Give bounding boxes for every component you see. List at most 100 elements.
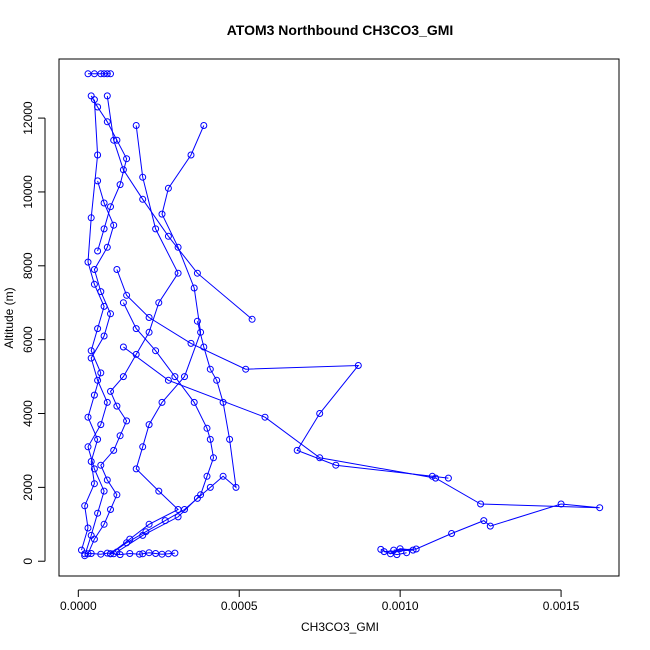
data-point <box>316 454 324 462</box>
data-point <box>84 524 92 532</box>
data-point <box>145 520 153 528</box>
plot-frame <box>58 58 620 577</box>
data-point <box>200 122 208 129</box>
data-point <box>145 549 153 557</box>
data-point <box>332 461 340 469</box>
data-point <box>181 506 188 513</box>
data-point <box>444 474 452 482</box>
data-point <box>136 550 143 558</box>
data-point <box>84 258 92 266</box>
data-point <box>103 243 111 251</box>
series-line <box>116 269 449 479</box>
data-point <box>596 504 604 512</box>
data-point <box>158 210 166 218</box>
data-point <box>87 458 95 465</box>
data-point <box>145 421 153 429</box>
data-point <box>110 446 118 454</box>
data-point <box>139 173 147 181</box>
data-point <box>100 302 108 310</box>
data-point <box>87 92 95 100</box>
data-point <box>316 410 324 417</box>
data-point <box>206 365 214 373</box>
data-point <box>171 549 179 557</box>
data-point <box>171 373 179 381</box>
data-point <box>145 314 153 321</box>
data-point <box>81 550 89 558</box>
data-point <box>119 299 127 307</box>
series-line <box>90 95 128 252</box>
series-line <box>123 346 600 551</box>
data-point <box>94 435 102 443</box>
data-point <box>110 221 118 229</box>
data-point <box>393 551 401 559</box>
data-point <box>206 435 214 443</box>
data-point <box>203 472 211 480</box>
data-point <box>90 465 98 473</box>
data-point <box>219 472 227 480</box>
data-point <box>113 266 121 273</box>
data-point <box>293 446 301 454</box>
data-point <box>81 502 89 510</box>
data-point <box>193 317 201 325</box>
data-point <box>145 328 153 336</box>
data-point <box>197 491 205 499</box>
data-point <box>242 365 250 373</box>
series-line <box>110 125 205 555</box>
data-point <box>103 92 111 100</box>
data-point <box>103 70 111 78</box>
data-point <box>116 181 124 189</box>
data-point <box>100 520 108 528</box>
data-point <box>116 432 124 440</box>
data-point <box>84 443 92 451</box>
data-point <box>103 398 111 406</box>
data-point <box>213 376 221 384</box>
x-tick-label: 0.0000 <box>60 599 97 613</box>
data-point <box>232 483 240 491</box>
data-point <box>94 247 102 255</box>
data-point <box>139 531 147 539</box>
y-tick-label: 8000 <box>21 252 35 279</box>
x-tick-label: 0.0015 <box>543 599 580 613</box>
data-point <box>123 155 131 163</box>
data-point <box>90 266 98 273</box>
data-point <box>94 151 102 159</box>
data-point <box>409 546 417 554</box>
data-point <box>87 550 95 557</box>
series-line <box>380 548 414 556</box>
data-point <box>155 487 163 495</box>
data-point <box>94 509 102 517</box>
data-point <box>139 443 147 451</box>
data-point <box>557 500 565 508</box>
data-point <box>100 225 108 233</box>
series-line <box>116 302 215 553</box>
y-tick-label: 4000 <box>21 400 35 427</box>
data-point <box>100 487 108 495</box>
data-point <box>107 310 114 318</box>
data-point <box>412 545 420 553</box>
data-point <box>119 343 127 351</box>
data-point <box>113 491 121 499</box>
data-point <box>103 118 111 126</box>
data-point <box>203 424 211 432</box>
series-group <box>78 70 604 560</box>
y-tick-label: 0 <box>21 558 35 565</box>
data-point <box>190 398 198 406</box>
data-point <box>97 369 105 377</box>
data-point <box>126 550 134 557</box>
data-point <box>480 517 488 525</box>
data-point <box>107 70 114 78</box>
data-point <box>123 417 131 425</box>
data-point <box>181 373 188 381</box>
data-point <box>113 136 121 144</box>
data-point <box>87 347 95 355</box>
data-point <box>94 103 102 111</box>
data-point <box>200 343 208 351</box>
data-point <box>164 550 172 558</box>
data-point <box>132 465 140 473</box>
data-point <box>380 548 388 556</box>
data-point <box>448 530 456 537</box>
y-tick-label: 12000 <box>21 101 35 135</box>
data-point <box>403 549 411 557</box>
x-axis: 0.0000 0.0005 0.0010 0.0015 <box>60 589 580 613</box>
